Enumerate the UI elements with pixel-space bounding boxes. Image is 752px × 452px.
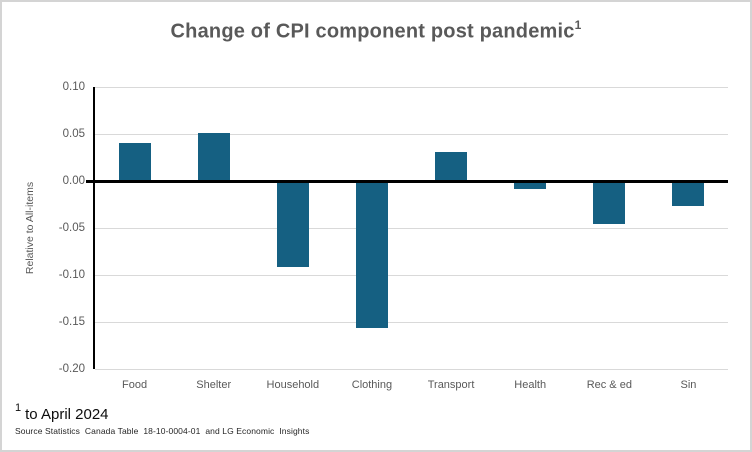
bar-shelter — [197, 133, 230, 181]
y-tick-label: 0.00 — [62, 175, 85, 187]
x-axis-label-clothing: Clothing — [351, 379, 393, 391]
chart-title-text: Change of CPI component post pandemic — [170, 20, 575, 43]
x-axis-label-rec-ed: Rec & ed — [586, 379, 632, 391]
gridline — [95, 133, 728, 135]
y-axis-line — [93, 87, 95, 369]
x-axis-label-food: Food — [122, 379, 148, 391]
bar-clothing — [355, 181, 388, 328]
y-tick-label: 0.05 — [62, 128, 85, 140]
y-tick-label: -0.20 — [58, 363, 85, 375]
bar-transport — [435, 151, 468, 181]
bar-sin — [672, 181, 705, 207]
bar-health — [514, 181, 547, 189]
y-tick-label: 0.10 — [62, 81, 85, 93]
gridline — [95, 86, 728, 88]
bar-food — [118, 143, 151, 181]
y-tick-label: -0.05 — [58, 222, 85, 234]
footnote: 1 to April 2024 Source Statistics Canada … — [15, 402, 310, 436]
source-attribution: Source Statistics Canada Table 18-10-000… — [15, 426, 310, 436]
x-axis-label-shelter: Shelter — [196, 379, 232, 391]
x-axis-label-transport: Transport — [427, 379, 475, 391]
y-tick-label: -0.15 — [58, 316, 85, 328]
title-footnote-marker: 1 — [574, 18, 582, 32]
footnote-line: 1 to April 2024 — [15, 402, 309, 423]
gridline — [95, 368, 728, 370]
bar-household — [276, 181, 309, 267]
bar-rec-ed — [593, 181, 626, 225]
x-axis-label-health: Health — [514, 379, 547, 391]
x-axis-label-sin: Sin — [680, 379, 697, 391]
gridline — [95, 274, 728, 276]
x-axis-label-household: Household — [266, 379, 320, 391]
footnote-text: to April 2024 — [25, 406, 109, 423]
gridline — [95, 321, 728, 323]
footnote-marker: 1 — [15, 402, 22, 414]
y-tick-label: -0.10 — [58, 269, 85, 281]
plot-area — [86, 86, 728, 370]
chart-title: Change of CPI component post pandemic1 — [2, 18, 750, 44]
gridline — [95, 227, 728, 229]
zero-axis-line — [86, 179, 728, 183]
